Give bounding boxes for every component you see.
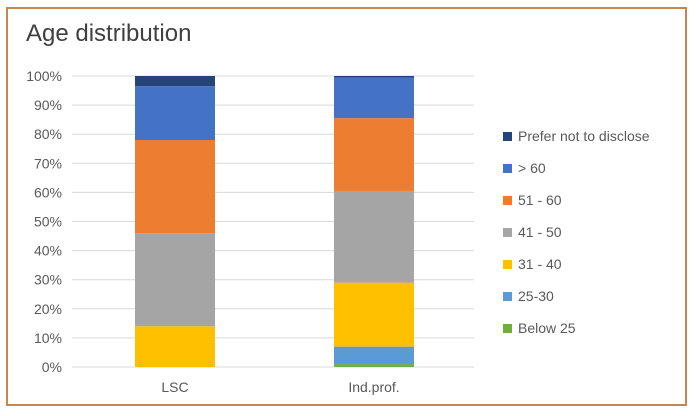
y-tick-label: 20% [34,301,62,317]
legend-label: > 60 [518,160,546,176]
legend-label: 51 - 60 [518,192,562,208]
legend-label: 25-30 [518,288,554,304]
bar-segment [135,76,215,87]
bar-segment [334,190,414,283]
bar-segment [135,86,215,141]
legend-label: 41 - 50 [518,224,562,240]
x-category-label: Ind.prof. [348,379,399,395]
y-tick-label: 100% [26,68,62,84]
y-tick-label: 80% [34,126,62,142]
bar-segment [334,282,414,347]
x-axis-labels: LSC Ind.prof. [161,379,399,395]
legend-swatch [503,324,512,333]
x-category-label: LSC [161,379,188,395]
legend-label: Prefer not to disclose [518,128,650,144]
legend-swatch [503,292,512,301]
legend-swatch [503,260,512,269]
y-tick-label: 0% [42,359,62,375]
y-tick-label: 60% [34,184,62,200]
y-tick-label: 40% [34,243,62,259]
bar-segment [334,118,414,191]
y-tick-label: 30% [34,272,62,288]
legend-swatch [503,196,512,205]
legend-swatch [503,228,512,237]
legend: Prefer not to disclose > 60 51 - 60 41 - 50… [503,128,650,336]
bar-segment [135,140,215,234]
bar-segment [334,346,414,365]
y-tick-label: 10% [34,330,62,346]
bar-segment [135,233,215,327]
y-tick-label: 50% [34,214,62,230]
bar-segment [334,76,414,78]
bar-segment [334,77,414,119]
bar-segment [135,326,215,367]
bar-segment [334,364,414,367]
bars [135,76,414,367]
legend-swatch [503,164,512,173]
y-axis-ticks: 0% 10% 20% 30% 40% 50% 60% 70% 80% 90% 100% [26,68,62,375]
y-tick-label: 70% [34,155,62,171]
y-tick-label: 90% [34,97,62,113]
legend-label: 31 - 40 [518,256,562,272]
legend-label: Below 25 [518,320,576,336]
legend-swatch [503,132,512,141]
chart-title: Age distribution [26,20,192,47]
